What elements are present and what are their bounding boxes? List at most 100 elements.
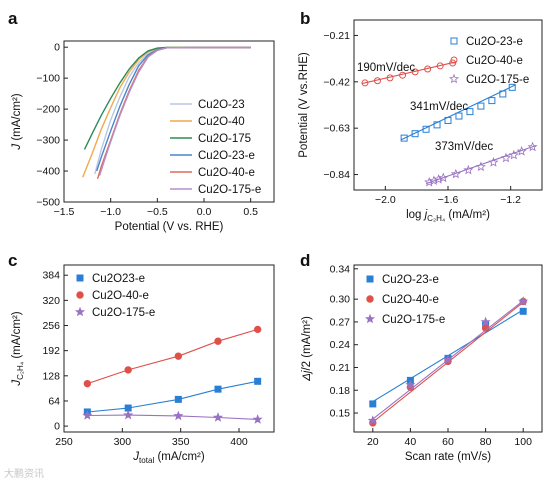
- data-point: [463, 164, 474, 175]
- text-run: (mA/cm²): [11, 93, 23, 144]
- data-point: [123, 409, 134, 420]
- plot-frame: [63, 264, 275, 433]
- data-point: [444, 116, 452, 124]
- text-run: Cu2O-40-e: [198, 167, 255, 179]
- text-run: Cu2O-40-e: [92, 290, 149, 302]
- data-point: [436, 62, 444, 70]
- data-point: [455, 112, 463, 120]
- text-run: J: [132, 451, 139, 463]
- y-tick-label: −0.21: [323, 30, 350, 42]
- slope-annotation: 373mV/dec: [435, 141, 493, 153]
- text-run: Cu2O-175-e: [382, 314, 445, 326]
- legend-marker: [366, 295, 374, 303]
- data-point: [374, 77, 381, 85]
- data-point: [212, 412, 224, 422]
- y-axis-label: JC₂H₄ (mA/cm²): [11, 311, 25, 386]
- trend-line: [87, 414, 258, 420]
- data-point: [480, 316, 491, 327]
- legend-label: Cu2O23-e: [92, 273, 145, 285]
- data-point: [442, 354, 454, 365]
- x-tick-label: 100: [514, 436, 532, 448]
- y-tick-label: 0.21: [330, 362, 351, 374]
- data-point: [424, 65, 432, 73]
- text-run: j: [423, 209, 428, 221]
- data-point: [488, 157, 499, 167]
- data-point: [361, 79, 369, 87]
- series-line: [98, 46, 251, 176]
- y-tick-label: 0.30: [330, 294, 351, 306]
- panel-d: d 20 40 60 80 100 0.15 0.18 0.21 0.24 0.27 0.30 0.34…: [300, 251, 543, 463]
- legend-marker: [364, 313, 376, 324]
- panel-letter: d: [300, 251, 310, 270]
- y-tick-label: −0.42: [323, 76, 350, 88]
- text-run: J: [11, 380, 23, 387]
- data-point: [450, 168, 461, 179]
- y-tick-label: 192: [42, 345, 60, 357]
- data-point: [82, 410, 93, 420]
- text-run: Cu2O-175-e: [92, 307, 155, 319]
- data-point: [477, 102, 485, 110]
- legend-label: Cu2O-40-e: [198, 167, 255, 179]
- data-point: [428, 175, 439, 186]
- y-axis-label: J (mA/cm²): [11, 93, 23, 150]
- data-point: [252, 414, 263, 424]
- x-tick-label: 0.0: [197, 206, 212, 218]
- slope-annotation: 341mV/dec: [410, 101, 468, 113]
- data-point: [124, 366, 132, 374]
- fit-line: [400, 84, 516, 141]
- legend-label: Cu2O-40-e: [466, 55, 523, 67]
- x-tick-label: −0.5: [147, 206, 168, 218]
- legend-label: Cu2O-175-e: [92, 307, 155, 319]
- legend-label: Cu2O-175-e: [198, 184, 261, 196]
- data-point: [500, 152, 512, 163]
- text-run: Cu2O-23-e: [198, 150, 255, 162]
- subscript: total: [139, 456, 154, 465]
- legend-marker: [74, 306, 86, 317]
- panel-letter: c: [8, 251, 17, 270]
- text-run: (mA/cm²): [154, 451, 205, 463]
- fit-line: [425, 145, 536, 185]
- y-tick-label: −500: [36, 197, 60, 209]
- trend-line: [87, 380, 258, 413]
- x-tick-label: 80: [480, 436, 492, 448]
- data-point: [174, 395, 182, 403]
- legend-label: Cu2O-175: [198, 133, 251, 145]
- data-point: [475, 161, 486, 172]
- data-point: [173, 410, 184, 421]
- legend-marker: [76, 291, 84, 299]
- data-point: [499, 90, 507, 98]
- legend-label: Cu2O-23: [198, 99, 245, 111]
- x-tick-label: −1.6: [438, 194, 459, 206]
- y-tick-label: 320: [42, 295, 60, 307]
- legend-label: Cu2O-40-e: [382, 294, 439, 306]
- y-tick-label: −300: [36, 135, 60, 147]
- text-run: J: [11, 144, 23, 151]
- legend-label: Cu2O-23-e: [198, 150, 255, 162]
- data-point: [433, 121, 441, 129]
- data-point: [519, 307, 527, 315]
- y-axis-label: Δj/2 (mA/m²): [301, 316, 313, 382]
- text-run: Cu2O-175-e: [466, 74, 529, 86]
- y-tick-label: 0: [54, 42, 60, 54]
- y-tick-label: 128: [42, 370, 60, 382]
- legend-label: Cu2O-175-e: [382, 314, 445, 326]
- x-tick-label: −1.5: [54, 206, 75, 218]
- data-point: [369, 400, 377, 408]
- y-tick-label: −100: [36, 73, 60, 85]
- text-run: Cu2O-23-e: [382, 274, 439, 286]
- x-tick-label: −1.0: [100, 206, 121, 218]
- x-tick-label: 300: [114, 436, 132, 448]
- y-tick-label: 0.15: [330, 408, 351, 420]
- legend-label: Cu2O-23-e: [382, 274, 439, 286]
- x-tick-label: 20: [367, 436, 379, 448]
- data-point: [411, 130, 419, 138]
- text-run: log: [406, 209, 425, 221]
- y-axis-label: Potential (V vs.RHE): [298, 52, 310, 158]
- data-point: [214, 337, 222, 345]
- x-axis-label: log jC₂H₄ (mA/m²): [406, 209, 490, 223]
- data-point: [367, 415, 378, 425]
- data-point: [214, 385, 222, 393]
- series-line: [83, 46, 251, 150]
- y-tick-label: −0.63: [323, 123, 350, 135]
